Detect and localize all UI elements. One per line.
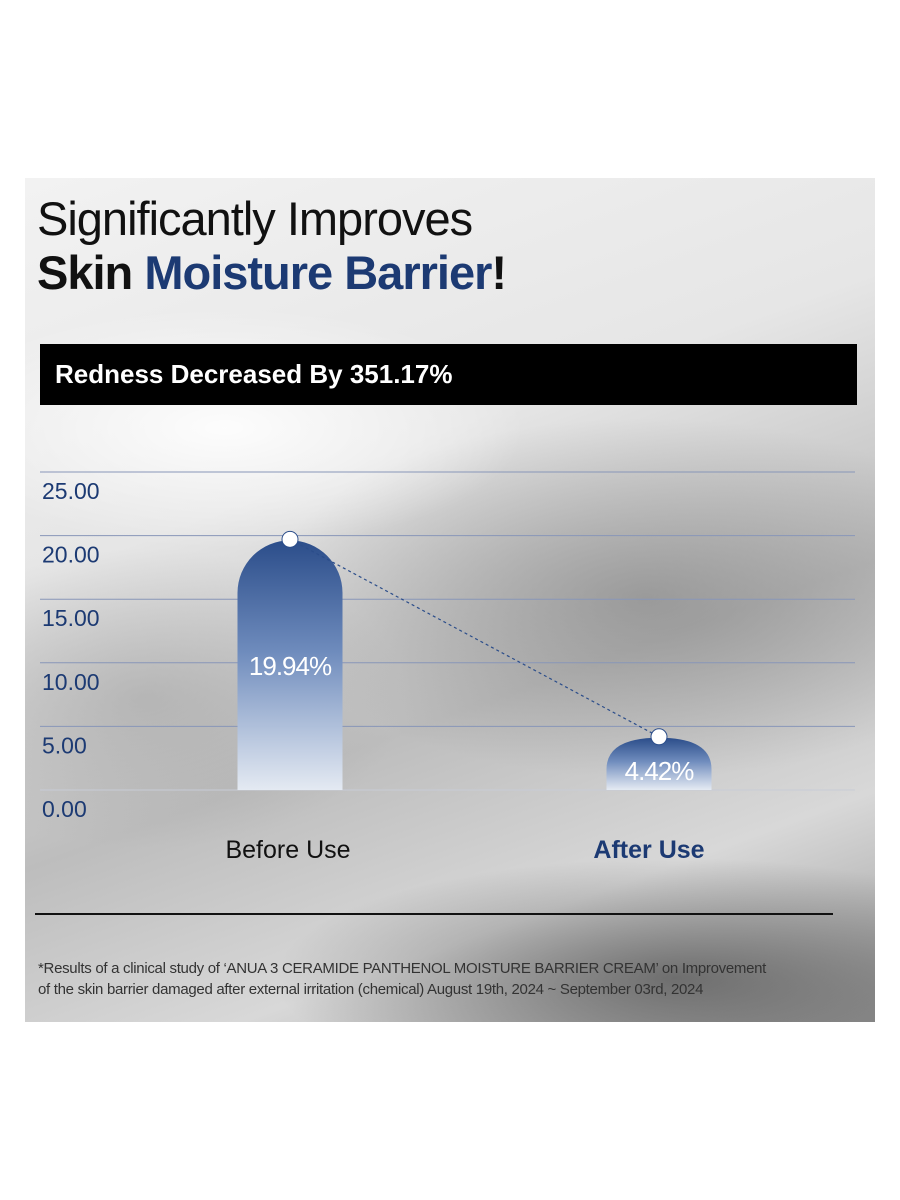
bar-before: [237, 540, 343, 790]
data-point: [281, 530, 299, 548]
footnote-line2: of the skin barrier damaged after extern…: [38, 981, 704, 998]
bar-after: [606, 737, 712, 790]
data-label: 19.94%: [249, 651, 332, 681]
background-panel: [25, 178, 875, 1022]
category-label: Before Use: [225, 836, 350, 864]
headline-line1: Significantly Improves: [37, 192, 473, 245]
y-tick-label: 25.00: [42, 478, 100, 504]
category-label: After Use: [593, 836, 704, 864]
footnote-line1: *Results of a clinical study of ‘ANUA 3 …: [38, 960, 767, 977]
footnote: *Results of a clinical study of ‘ANUA 3 …: [38, 958, 868, 1000]
y-tick-label: 15.00: [42, 605, 100, 631]
headline-accent: Moisture Barrier: [144, 246, 492, 299]
data-point: [650, 728, 668, 746]
trend-connector: [289, 538, 660, 738]
divider: [35, 913, 833, 915]
headline-line2: Skin Moisture Barrier!: [37, 246, 507, 300]
y-tick-label: 20.00: [42, 542, 100, 568]
result-banner: Redness Decreased By 351.17%: [40, 344, 857, 405]
y-tick-label: 10.00: [42, 669, 100, 695]
y-tick-label: 0.00: [42, 796, 87, 822]
data-label: 4.42%: [625, 756, 695, 786]
headline: Significantly Improves Skin Moisture Bar…: [37, 192, 507, 300]
y-tick-label: 5.00: [42, 732, 87, 758]
headline-post: !: [491, 246, 507, 299]
headline-pre: Skin: [37, 246, 145, 299]
